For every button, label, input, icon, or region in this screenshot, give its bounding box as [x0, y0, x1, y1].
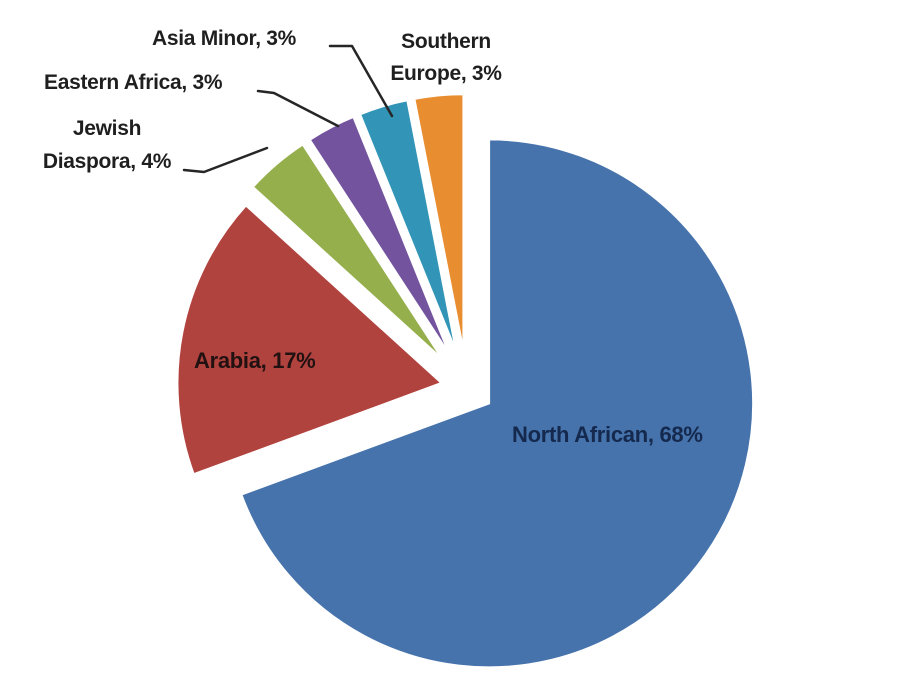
label-arabia-text: Arabia, 17% — [194, 348, 316, 373]
label-southern-europe-line1: Southern — [401, 30, 491, 53]
pie-slice-north-african — [240, 138, 755, 669]
pie-slice-southern-europe — [413, 93, 465, 351]
label-north-african-text: North African, 68% — [512, 422, 703, 447]
label-asia-minor-text: Asia Minor, 3% — [152, 27, 297, 50]
label-jewish-diaspora-line2: Diaspora, 4% — [42, 150, 172, 173]
label-arabia: Arabia, 17% — [194, 348, 316, 374]
pie-slice-arabia — [176, 204, 444, 476]
jewish-diaspora-leader-line — [182, 146, 269, 174]
asia-minor-leader-line — [328, 44, 394, 118]
pie-slice-jewish-diaspora — [251, 143, 444, 360]
label-eastern-africa: Eastern Africa, 3% — [44, 71, 223, 95]
label-north-african: North African, 68% — [512, 422, 703, 448]
pie-slice-asia-minor — [358, 99, 458, 352]
label-eastern-africa-text: Eastern Africa, 3% — [44, 71, 223, 94]
label-jewish-diaspora: Jewish Diaspora, 4% — [26, 112, 188, 178]
label-southern-europe-line2: Europe, 3% — [390, 62, 502, 85]
pie-slice-eastern-africa — [308, 115, 451, 355]
label-southern-europe: Southern Europe, 3% — [375, 26, 517, 90]
eastern-africa-leader-line — [256, 89, 340, 128]
label-jewish-diaspora-line1: Jewish — [72, 117, 142, 140]
label-asia-minor: Asia Minor, 3% — [152, 27, 296, 51]
